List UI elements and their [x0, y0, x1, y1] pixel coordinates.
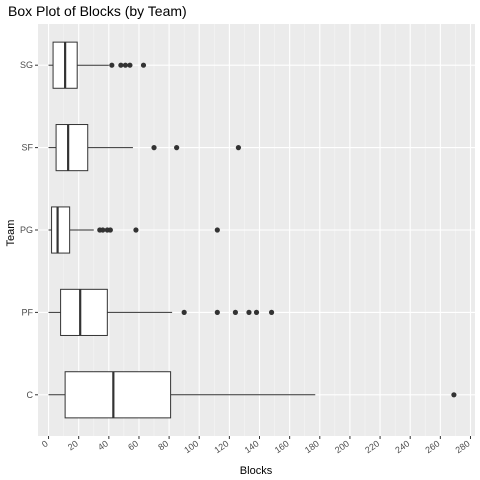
x-tick-label: 260 — [423, 438, 441, 455]
outlier-point — [246, 309, 252, 315]
outlier-point — [107, 227, 113, 233]
outlier-point — [100, 227, 106, 233]
outlier-point — [174, 145, 180, 151]
outlier-point — [151, 145, 157, 151]
outlier-point — [181, 309, 187, 315]
outlier-point — [118, 62, 124, 68]
x-tick-label: 180 — [303, 438, 321, 455]
box-layer — [48, 41, 457, 419]
x-tick-label: 220 — [363, 438, 381, 455]
outlier-point — [109, 62, 115, 68]
outlier-point — [122, 62, 128, 68]
y-tick-label: PF — [21, 307, 33, 317]
x-axis-title: Blocks — [240, 465, 273, 477]
x-tick-label: 100 — [182, 438, 200, 455]
x-tick-label: 60 — [126, 438, 140, 452]
iqr-box — [60, 288, 108, 336]
y-axis-title: Team — [5, 220, 17, 247]
iqr-box — [64, 371, 172, 419]
x-tick-label: 20 — [66, 438, 80, 452]
outlier-point — [127, 62, 133, 68]
x-tick-label: 80 — [156, 438, 170, 452]
x-tick-label: 200 — [333, 438, 351, 455]
iqr-box — [51, 206, 71, 254]
y-tick-label: C — [27, 390, 34, 400]
outlier-point — [140, 62, 147, 68]
outlier-point — [451, 392, 457, 398]
x-axis: 0 20 40 60 80 100 120 140 160 180 200 220 240 260 280 — [40, 436, 472, 455]
outlier-point — [235, 145, 242, 151]
y-axis: C PF PG SF SG — [20, 60, 38, 400]
outlier-point — [214, 227, 220, 233]
x-tick-label: 160 — [273, 438, 291, 455]
x-tick-label: 240 — [393, 438, 411, 455]
box-c — [48, 371, 457, 419]
outlier-point — [253, 309, 260, 315]
chart-title: Box Plot of Blocks (by Team) — [8, 3, 187, 19]
y-tick-label: SF — [21, 143, 33, 153]
y-tick-label: SG — [20, 60, 33, 70]
iqr-box — [55, 124, 89, 172]
x-tick-label: 120 — [212, 438, 230, 455]
outlier-point — [214, 309, 220, 315]
box-sf — [48, 124, 242, 172]
x-tick-label: 140 — [243, 438, 261, 455]
x-tick-label: 0 — [40, 438, 50, 449]
y-tick-label: PG — [20, 225, 33, 235]
box-pf — [48, 288, 275, 336]
x-tick-label: 280 — [454, 438, 472, 455]
outlier-point — [268, 309, 275, 315]
box-pg — [48, 206, 220, 254]
box-sg — [48, 41, 147, 89]
x-tick-label: 40 — [96, 438, 110, 452]
outlier-point — [133, 227, 139, 233]
outlier-point — [232, 309, 239, 315]
